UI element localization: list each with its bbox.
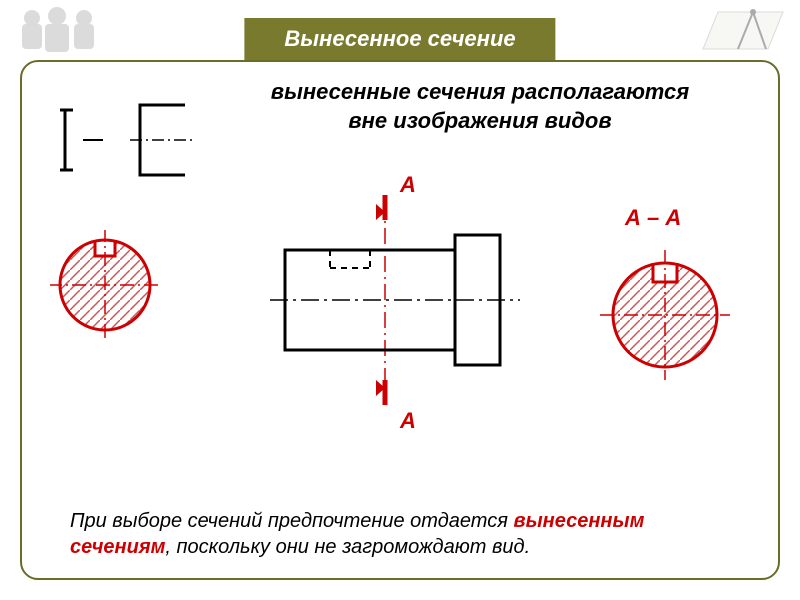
slide: Вынесенное сечение вынесенные сечения ра…: [0, 0, 800, 600]
small-profiles: [55, 100, 205, 190]
label-a-a: А – А: [625, 205, 681, 231]
people-silhouette-icon: [12, 4, 112, 54]
small-section-circle: [50, 230, 160, 340]
footer-pre: При выборе сечений предпочтение отдается: [70, 510, 513, 532]
subtitle: вынесенные сечения располагаются вне изо…: [250, 78, 710, 135]
label-a-bottom: А: [400, 408, 416, 434]
footer-note: При выборе сечений предпочтение отдается…: [70, 508, 730, 560]
section-a-a-circle: [600, 250, 730, 380]
slide-title: Вынесенное сечение: [244, 18, 555, 60]
footer-post: , поскольку они не загромождают вид.: [165, 536, 530, 558]
compass-paper-icon: [698, 4, 788, 54]
label-a-top: А: [400, 172, 416, 198]
main-part-view: [245, 180, 535, 430]
